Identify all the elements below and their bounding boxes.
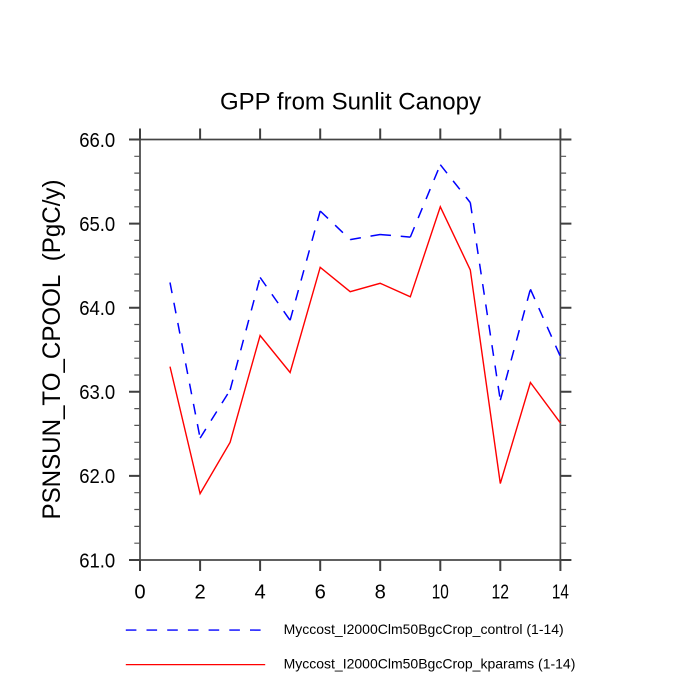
svg-text:8: 8 bbox=[375, 582, 386, 604]
svg-text:Myccost_I2000Clm50BgcCrop_kpar: Myccost_I2000Clm50BgcCrop_kparams (1-14) bbox=[284, 656, 576, 672]
svg-text:PSNSUN_TO_CPOOL (PgC/y): PSNSUN_TO_CPOOL (PgC/y) bbox=[38, 180, 66, 520]
svg-text:6: 6 bbox=[315, 582, 326, 604]
svg-text:12: 12 bbox=[492, 582, 510, 604]
svg-text:66.0: 66.0 bbox=[79, 130, 115, 152]
svg-text:65.0: 65.0 bbox=[79, 214, 115, 236]
svg-text:4: 4 bbox=[254, 582, 265, 604]
svg-text:Myccost_I2000Clm50BgcCrop_cont: Myccost_I2000Clm50BgcCrop_control (1-14) bbox=[284, 621, 564, 637]
svg-text:62.0: 62.0 bbox=[79, 466, 115, 488]
svg-text:14: 14 bbox=[552, 582, 569, 604]
svg-text:2: 2 bbox=[194, 582, 205, 604]
svg-text:10: 10 bbox=[432, 582, 449, 604]
svg-text:61.0: 61.0 bbox=[79, 550, 115, 572]
svg-text:0: 0 bbox=[134, 582, 145, 604]
svg-text:GPP from Sunlit Canopy: GPP from Sunlit Canopy bbox=[220, 88, 481, 115]
svg-text:64.0: 64.0 bbox=[79, 298, 115, 320]
svg-text:63.0: 63.0 bbox=[79, 382, 115, 404]
